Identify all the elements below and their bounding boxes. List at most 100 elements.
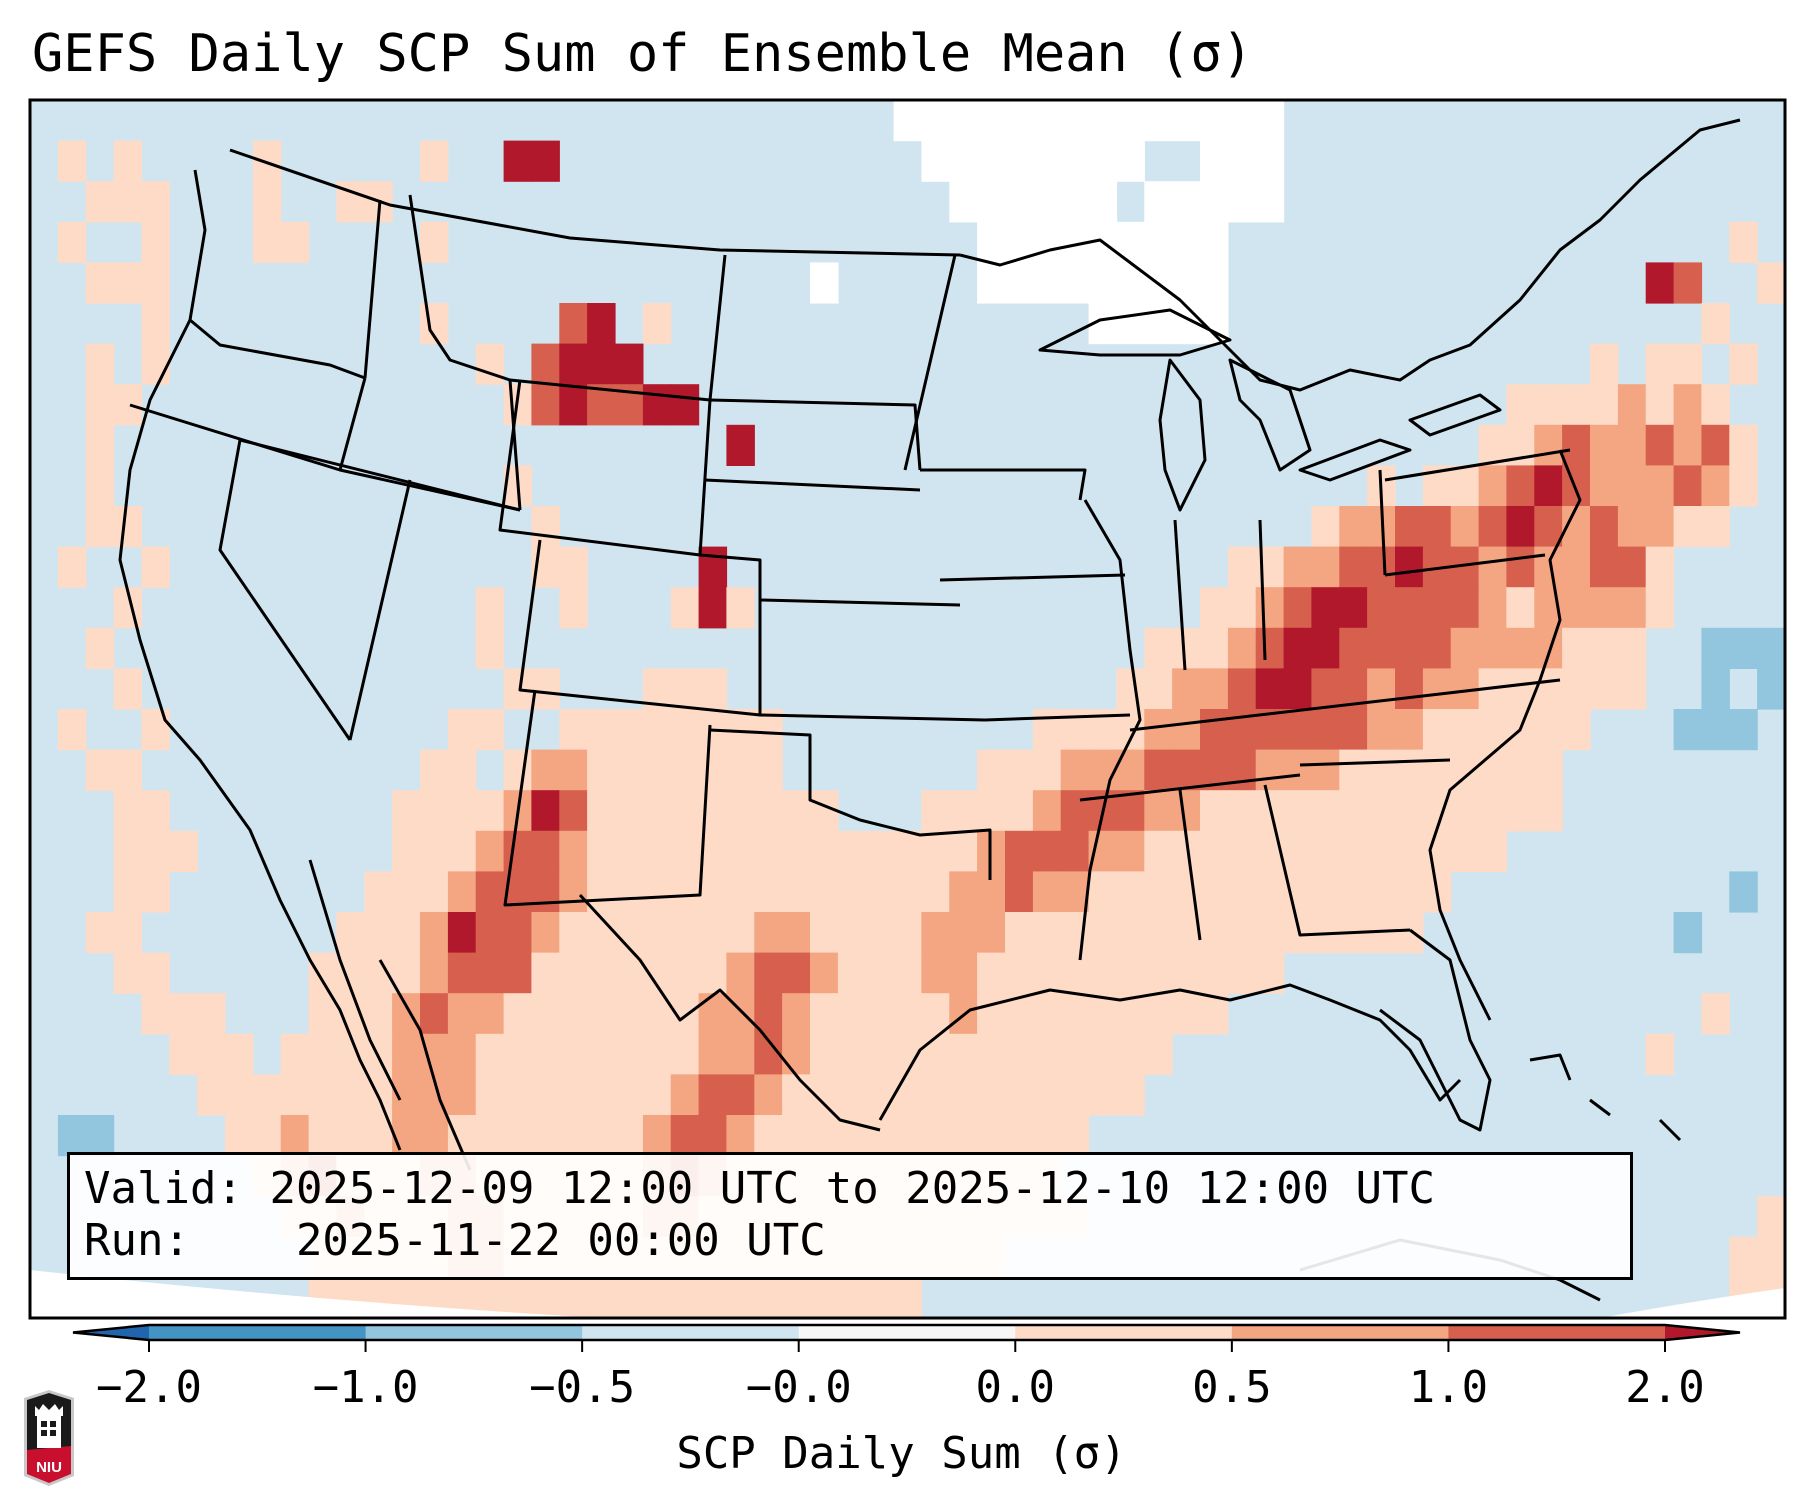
heatmap-cell (1144, 993, 1173, 1035)
heatmap-cell (615, 871, 644, 913)
heatmap-cell (949, 181, 978, 223)
heatmap-cell (1144, 668, 1173, 710)
heatmap-cell (1060, 262, 1090, 304)
heatmap-cell (1478, 546, 1508, 588)
heatmap-cell (1255, 181, 1285, 223)
heatmap-cell (141, 546, 170, 588)
heatmap-cell (1478, 627, 1508, 669)
heatmap-cell (1227, 668, 1257, 710)
wa-id-border (363, 199, 382, 379)
heatmap-cell (893, 100, 923, 142)
heatmap-cell (1450, 627, 1480, 669)
heatmap-cell (531, 1074, 560, 1116)
heatmap-cell (85, 506, 115, 548)
heatmap-cell (670, 830, 700, 872)
heatmap-cell (1172, 952, 1201, 994)
colorbar-segment (149, 1325, 367, 1340)
heatmap-cell (810, 952, 839, 994)
heatmap-cell (57, 221, 87, 263)
heatmap-cell (503, 952, 533, 994)
heatmap-cell (113, 871, 143, 913)
heatmap-cell (615, 1074, 644, 1116)
heatmap-cell (1005, 1074, 1034, 1116)
tx-border-south (578, 893, 881, 1132)
heatmap-cell (1283, 790, 1313, 832)
colorbar-tick-label: −0.0 (745, 1362, 852, 1413)
heatmap-cell (1673, 709, 1703, 751)
heatmap-cell (1701, 993, 1730, 1035)
heatmap-cell (977, 221, 1006, 263)
heatmap-cell (698, 912, 728, 954)
canada-border-great-lakes (959, 118, 1741, 392)
heatmap-cell (949, 912, 978, 954)
heatmap-cell (252, 181, 282, 223)
heatmap-cell (1032, 140, 1062, 182)
heatmap-cell (949, 1115, 978, 1157)
heatmap-cell (1590, 424, 1619, 466)
heatmap-cell (782, 952, 811, 994)
heatmap-cell (837, 871, 867, 913)
heatmap-cell (587, 1074, 616, 1116)
heatmap-cell (1645, 506, 1675, 548)
mo-ar-border (984, 713, 1131, 722)
heatmap-cell (1200, 221, 1229, 263)
heatmap-cell (1701, 668, 1730, 710)
heatmap-cell (420, 1115, 449, 1157)
heatmap-cell (1339, 790, 1368, 832)
heatmap-cell (1144, 912, 1173, 954)
heatmap-cell (475, 993, 505, 1035)
heatmap-cell (113, 952, 143, 994)
nv-ca-border (218, 439, 352, 741)
heatmap-cell (893, 830, 923, 872)
heatmap-cell (977, 140, 1006, 182)
heatmap-cell (1200, 587, 1229, 629)
heatmap-cell (559, 790, 588, 832)
heatmap-cell (698, 993, 728, 1035)
heatmap-cell (642, 709, 672, 751)
or-id-border (338, 377, 367, 471)
heatmap-cell (1255, 627, 1285, 669)
heatmap-cell (1005, 100, 1034, 142)
heatmap-cell (252, 1115, 282, 1157)
heatmap-cell (113, 668, 143, 710)
heatmap-cell (1032, 871, 1062, 913)
heatmap-cell (670, 912, 700, 954)
heatmap-cell (280, 1115, 310, 1157)
heatmap-cell (642, 912, 672, 954)
heatmap-cell (1311, 790, 1340, 832)
heatmap-cell (85, 424, 115, 466)
heatmap-cell (1060, 140, 1090, 182)
heatmap-cell (642, 303, 672, 345)
heatmap-cell (1422, 587, 1452, 629)
heatmap-cell (1506, 384, 1535, 426)
heatmap-cell (1088, 140, 1118, 182)
bahamas-3 (1658, 1118, 1682, 1142)
heatmap-cell (392, 1033, 421, 1075)
lake-michigan (1158, 358, 1207, 512)
heatmap-cell (336, 912, 365, 954)
heatmap-cell (921, 912, 950, 954)
heatmap-cell (1311, 627, 1340, 669)
heatmap-cell (1617, 506, 1647, 548)
heatmap-cell (392, 871, 421, 913)
heatmap-cell (420, 871, 449, 913)
heatmap-cell (782, 871, 811, 913)
heatmap-cell (1227, 952, 1257, 994)
heatmap-cell (141, 221, 170, 263)
heatmap-cell (1032, 952, 1062, 994)
heatmap-cell (1562, 668, 1591, 710)
heatmap-cell (503, 749, 533, 791)
heatmap-cell (1450, 830, 1480, 872)
heatmap-cell (642, 384, 672, 426)
heatmap-cell (754, 912, 783, 954)
heatmap-cell (1311, 506, 1340, 548)
heatmap-cell (1227, 749, 1257, 791)
heatmap-cell (1227, 546, 1257, 588)
heatmap-cell (447, 871, 477, 913)
heatmap-cell (1562, 627, 1591, 669)
heatmap-cell (1590, 668, 1619, 710)
heatmap-cell (782, 1033, 811, 1075)
heatmap-cell (1200, 952, 1229, 994)
heatmap-cell (837, 952, 867, 994)
heatmap-cell (1395, 506, 1424, 548)
